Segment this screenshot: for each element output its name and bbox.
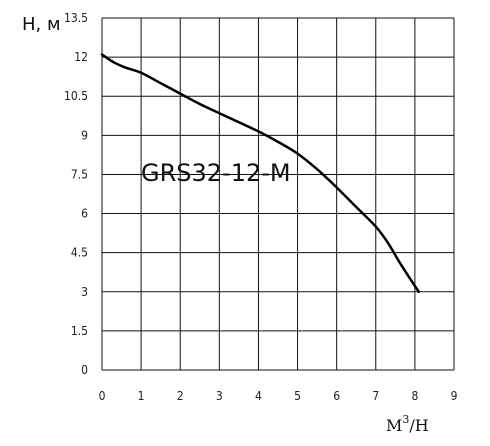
y-tick-label: 6 xyxy=(81,207,88,221)
x-axis-label-tail: /H xyxy=(409,416,428,435)
y-tick-label: 3 xyxy=(81,285,88,299)
y-tick-label: 0 xyxy=(81,363,88,377)
y-tick-label: 10.5 xyxy=(64,89,88,103)
svg-text:M3/H: M3/H xyxy=(386,413,429,435)
x-tick-labels: 0 1 2 3 4 5 6 7 8 9 xyxy=(99,389,458,403)
grid-lines xyxy=(101,17,455,371)
y-tick-label: 12 xyxy=(74,50,88,64)
y-tick-label: 7.5 xyxy=(71,167,88,181)
x-tick-label: 4 xyxy=(255,389,262,403)
x-tick-label: 8 xyxy=(411,389,418,403)
x-tick-label: 6 xyxy=(333,389,340,403)
x-tick-label: 3 xyxy=(216,389,223,403)
model-annotation: GRS32-12-M xyxy=(141,159,291,187)
x-tick-label: 0 xyxy=(99,389,106,403)
x-tick-label: 5 xyxy=(294,389,301,403)
x-axis-label-base: M xyxy=(386,416,402,435)
y-axis-label: H, м xyxy=(22,14,61,35)
head-flow-curve xyxy=(100,53,421,294)
x-tick-label: 7 xyxy=(372,389,379,403)
y-tick-label: 13.5 xyxy=(64,11,88,25)
x-tick-label: 1 xyxy=(138,389,145,403)
x-tick-label: 9 xyxy=(451,389,458,403)
y-tick-label: 1.5 xyxy=(71,324,88,338)
x-axis-label-sup: 3 xyxy=(402,413,409,426)
y-tick-label: 4.5 xyxy=(71,246,88,260)
x-tick-label: 2 xyxy=(177,389,184,403)
x-axis-label: M3/H xyxy=(386,413,429,435)
y-tick-label: 9 xyxy=(81,128,88,142)
y-tick-labels: 0 1.5 3 4.5 6 7.5 9 10.5 12 13.5 xyxy=(64,11,88,377)
